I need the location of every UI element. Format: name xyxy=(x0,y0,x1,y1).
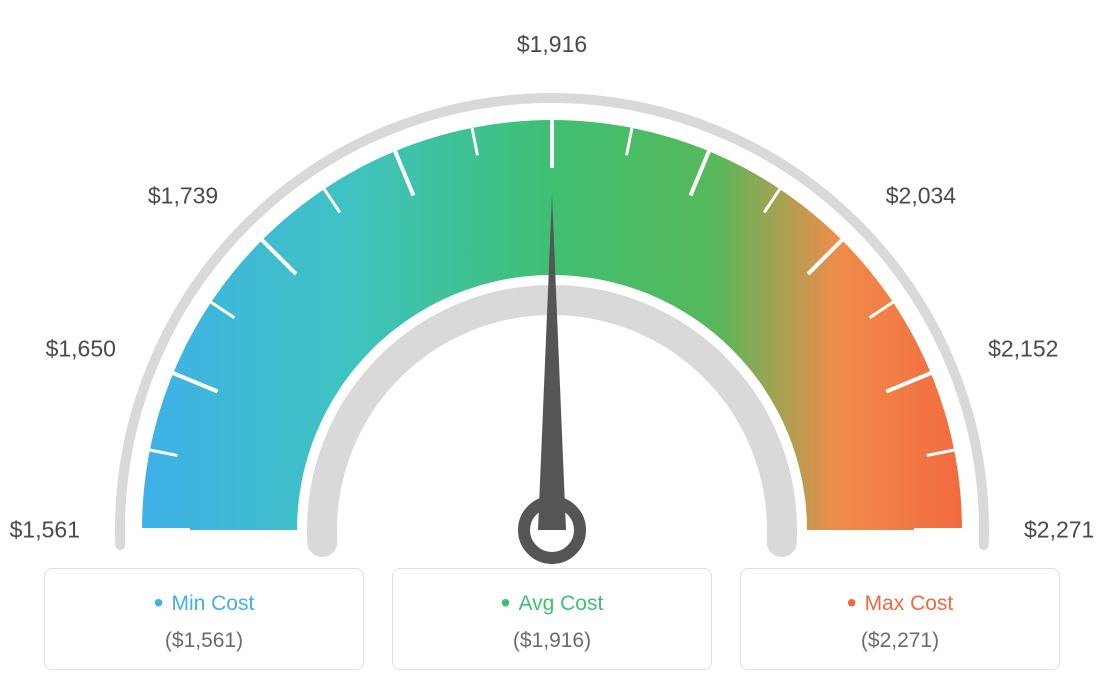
gauge-tick-label: $2,271 xyxy=(1024,517,1094,544)
gauge-tick-label: $1,739 xyxy=(148,183,218,210)
legend-max-label: Max Cost xyxy=(751,587,1049,619)
gauge-tick-label: $1,561 xyxy=(10,517,80,544)
legend-card-avg: Avg Cost ($1,916) xyxy=(392,568,712,670)
legend-row: Min Cost ($1,561) Avg Cost ($1,916) Max … xyxy=(0,568,1104,670)
gauge-svg xyxy=(22,30,1082,590)
gauge-chart: $1,561 $1,650 $1,739 $1,916 $2,034 $2,152 $2,2… xyxy=(0,0,1104,560)
legend-card-max: Max Cost ($2,271) xyxy=(740,568,1060,670)
gauge-tick-label: $1,650 xyxy=(46,336,116,363)
legend-avg-label: Avg Cost xyxy=(403,587,701,619)
gauge-tick-label: $2,034 xyxy=(886,183,956,210)
gauge-tick-label: $2,152 xyxy=(988,336,1058,363)
legend-min-label: Min Cost xyxy=(55,587,353,619)
legend-card-min: Min Cost ($1,561) xyxy=(44,568,364,670)
legend-avg-value: ($1,916) xyxy=(403,629,701,653)
legend-min-value: ($1,561) xyxy=(55,629,353,653)
gauge-tick-label: $1,916 xyxy=(517,31,587,58)
legend-max-value: ($2,271) xyxy=(751,629,1049,653)
